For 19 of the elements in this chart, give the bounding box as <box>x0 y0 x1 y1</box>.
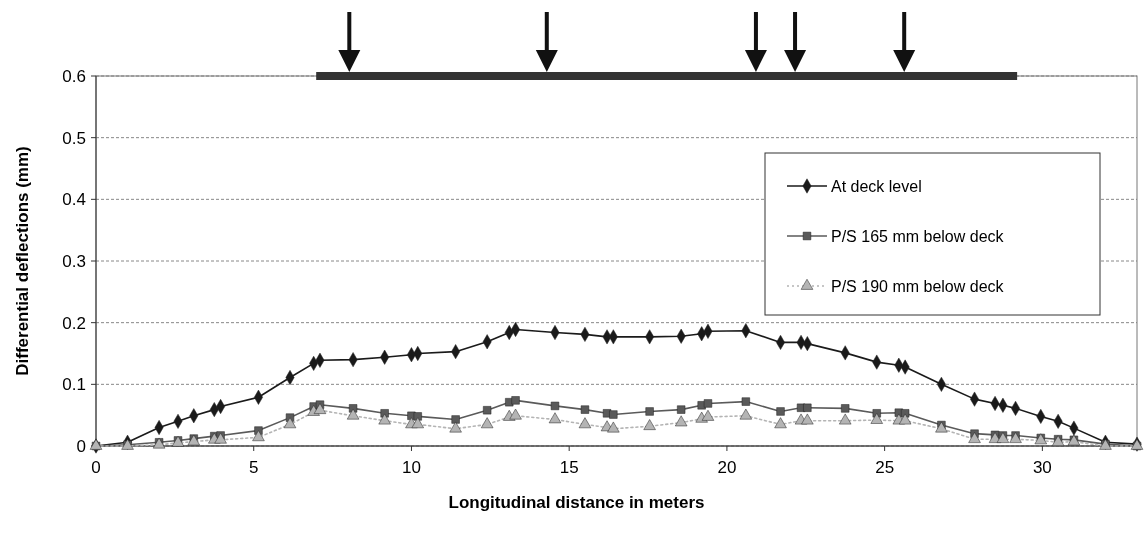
y-tick-label: 0.3 <box>62 251 86 271</box>
x-tick-label: 15 <box>559 458 579 477</box>
x-tick-label: 0 <box>91 458 101 477</box>
x-tick-label: 30 <box>1032 458 1052 477</box>
y-tick-label: 0 <box>76 436 86 456</box>
y-tick-label: 0.5 <box>62 128 86 148</box>
x-tick-label: 25 <box>875 458 895 477</box>
y-tick-label: 0.6 <box>62 66 86 86</box>
legend-label: P/S 165 mm below deck <box>831 227 1005 245</box>
x-axis-title: Longitudinal distance in meters <box>448 493 705 512</box>
x-tick-label: 10 <box>401 458 421 477</box>
x-tick-label: 5 <box>248 458 259 477</box>
legend-label: P/S 190 mm below deck <box>831 277 1005 295</box>
x-tick-label: 20 <box>717 458 737 477</box>
legend-label: At deck level <box>831 177 922 195</box>
y-axis-title: Differential deflections (mm) <box>13 146 32 376</box>
y-tick-label: 0.4 <box>62 190 86 210</box>
y-tick-label: 0.2 <box>62 313 86 333</box>
y-tick-label: 0.1 <box>62 375 86 395</box>
